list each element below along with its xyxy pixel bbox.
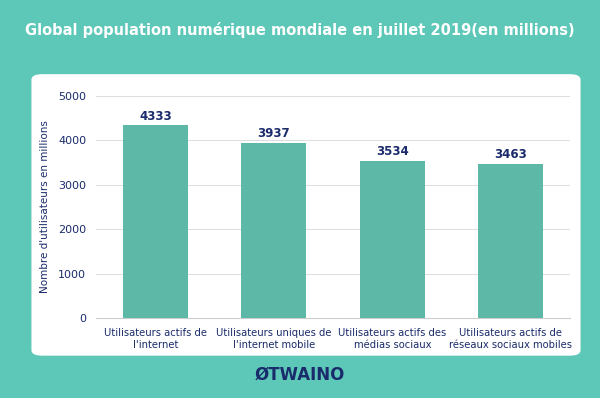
- Text: ØTWAINO: ØTWAINO: [255, 365, 345, 383]
- Text: Global population numérique mondiale en juillet 2019(en millions): Global population numérique mondiale en …: [25, 22, 575, 38]
- FancyBboxPatch shape: [31, 74, 581, 356]
- Bar: [241, 143, 307, 318]
- Y-axis label: Nombre d'utilisateurs en millions: Nombre d'utilisateurs en millions: [40, 121, 50, 293]
- Text: 4333: 4333: [139, 109, 172, 123]
- Text: 3534: 3534: [376, 145, 409, 158]
- Text: 3937: 3937: [257, 127, 290, 140]
- Bar: [122, 125, 188, 318]
- Polygon shape: [0, 52, 600, 88]
- Text: 3463: 3463: [494, 148, 527, 161]
- Bar: [478, 164, 544, 318]
- Bar: [359, 161, 425, 318]
